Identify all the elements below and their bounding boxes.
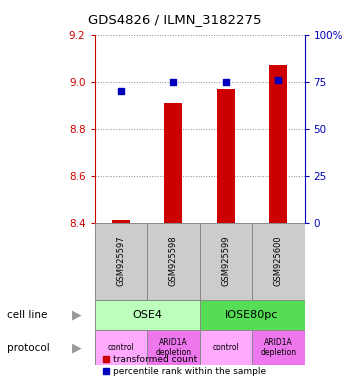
Text: OSE4: OSE4: [132, 310, 162, 320]
Bar: [112, 220, 130, 223]
Bar: [164, 103, 182, 223]
Bar: [199, 223, 252, 300]
Bar: [147, 330, 200, 365]
Text: ▶: ▶: [72, 341, 82, 354]
Bar: [199, 330, 252, 365]
Bar: [252, 223, 304, 300]
Bar: [94, 330, 147, 365]
Text: ▶: ▶: [72, 308, 82, 321]
Bar: [199, 300, 304, 330]
Text: GSM925598: GSM925598: [169, 236, 178, 286]
Text: control: control: [212, 343, 239, 352]
Text: GSM925597: GSM925597: [116, 236, 125, 286]
Bar: [147, 223, 200, 300]
Text: GDS4826 / ILMN_3182275: GDS4826 / ILMN_3182275: [88, 13, 262, 26]
Legend: transformed count, percentile rank within the sample: transformed count, percentile rank withi…: [99, 352, 270, 379]
Text: GSM925600: GSM925600: [274, 236, 283, 286]
Text: GSM925599: GSM925599: [221, 236, 230, 286]
Bar: [252, 330, 304, 365]
Text: control: control: [107, 343, 134, 352]
Text: ARID1A
depletion: ARID1A depletion: [260, 338, 296, 357]
Text: IOSE80pc: IOSE80pc: [225, 310, 279, 320]
Bar: [94, 300, 199, 330]
Text: ARID1A
depletion: ARID1A depletion: [155, 338, 191, 357]
Bar: [94, 223, 147, 300]
Bar: [269, 65, 287, 223]
Text: protocol: protocol: [7, 343, 50, 353]
Bar: [217, 89, 235, 223]
Text: cell line: cell line: [7, 310, 47, 320]
